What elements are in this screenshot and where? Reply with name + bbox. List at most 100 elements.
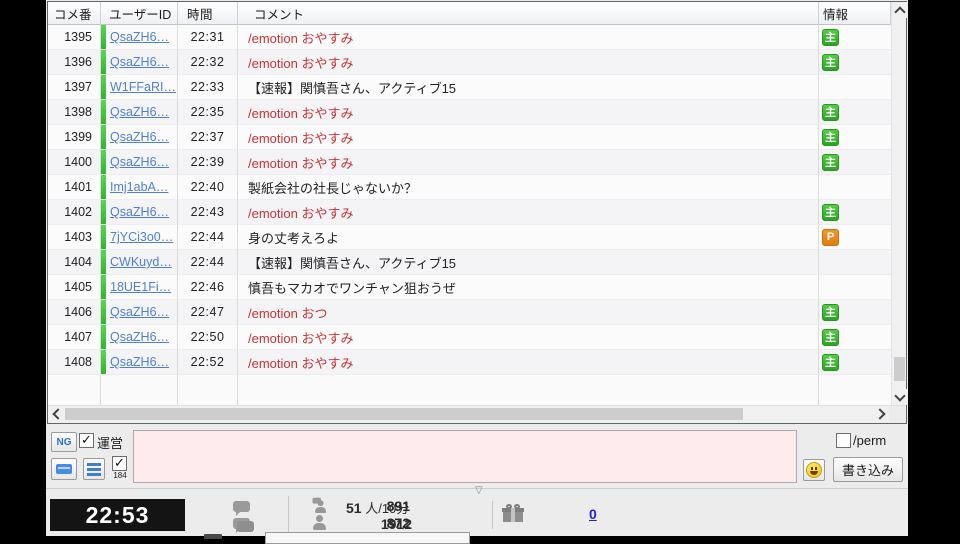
comment-input[interactable] bbox=[133, 430, 797, 483]
comment-row[interactable]: 1407 QsaZH6… 22:50/emotion おやすみ主 bbox=[48, 325, 891, 350]
comment-row[interactable]: 1402 QsaZH6… 22:43/emotion おやすみ主 bbox=[48, 200, 891, 225]
gift-count-link[interactable]: 0 bbox=[589, 506, 597, 522]
activity-bar bbox=[101, 300, 106, 324]
user-cell: QsaZH6… bbox=[101, 300, 178, 325]
user-id-link[interactable]: QsaZH6… bbox=[110, 30, 170, 44]
comment-row[interactable]: 1396 QsaZH6… 22:32/emotion おやすみ主 bbox=[48, 50, 891, 75]
col-header-comment[interactable]: コメント bbox=[238, 2, 819, 25]
user-cell: QsaZH6… bbox=[101, 125, 178, 150]
user-cell: W1FFaRI… bbox=[101, 75, 178, 100]
perm-checkbox[interactable] bbox=[836, 433, 851, 448]
user-id-link[interactable]: QsaZH6… bbox=[110, 355, 170, 369]
scroll-up-button[interactable] bbox=[892, 2, 907, 18]
comment-row[interactable]: 1400 QsaZH6… 22:39/emotion おやすみ主 bbox=[48, 150, 891, 175]
comment-row[interactable]: 1405 18UE1Fi… 22:46 慎吾もマカオでワンチャン狙おうぜ bbox=[48, 275, 891, 300]
comment-time: 22:33 bbox=[178, 75, 238, 100]
comment-text: 身の丈考えろよ bbox=[238, 225, 819, 250]
visitor-icon bbox=[312, 515, 328, 531]
comment-number: 1397 bbox=[48, 75, 101, 100]
table-body: 1395 QsaZH6… 22:31/emotion おやすみ主 1396 QsaZH6… bbox=[48, 25, 891, 375]
user-id-link[interactable]: QsaZH6… bbox=[110, 130, 170, 144]
write-button[interactable]: 書き込み bbox=[833, 457, 903, 482]
col-header-time[interactable]: 時間 bbox=[178, 2, 238, 25]
scroll-left-button[interactable] bbox=[48, 406, 64, 422]
comment-text: /emotion おやすみ bbox=[238, 50, 819, 75]
user-id-link[interactable]: QsaZH6… bbox=[110, 55, 170, 69]
comment-text: 【速報】関慎吾さん、アクティブ15 bbox=[238, 75, 819, 100]
comment-time: 22:32 bbox=[178, 50, 238, 75]
comment-text: /emotion おやすみ bbox=[238, 150, 819, 175]
user-id-link[interactable]: Imj1abA… bbox=[110, 180, 169, 194]
chevron-left-icon bbox=[51, 408, 64, 420]
hamburger-icon bbox=[87, 462, 101, 466]
gift-icon bbox=[502, 504, 524, 522]
collapse-toggle[interactable]: ▽ bbox=[475, 485, 483, 496]
col-header-comment-number[interactable]: コメ番 bbox=[48, 2, 101, 25]
comment-count2-value: 872 bbox=[386, 515, 410, 531]
user-id-link[interactable]: QsaZH6… bbox=[110, 205, 170, 219]
user-cell: 18UE1Fi… bbox=[101, 275, 178, 300]
smiley-icon bbox=[806, 462, 822, 478]
comment-table: コメ番 ユーザーID 時間 コメント 情報 1395 QsaZH6… 22:31/e… bbox=[48, 2, 891, 405]
command-button[interactable] bbox=[51, 458, 77, 480]
comment-time: 22:39 bbox=[178, 150, 238, 175]
user-id-link[interactable]: 18UE1Fi… bbox=[110, 280, 172, 294]
status-bar: ▽ 22:53 891 872 51 人/10分 1912 0 bbox=[46, 485, 908, 544]
comment-text: 慎吾もマカオでワンチャン狙おうぜ bbox=[238, 275, 819, 300]
user-cell: QsaZH6… bbox=[101, 200, 178, 225]
comment-time: 22:35 bbox=[178, 100, 238, 125]
comment-number: 1407 bbox=[48, 325, 101, 350]
status-divider-2 bbox=[492, 501, 493, 529]
vertical-scrollbar[interactable] bbox=[891, 2, 907, 405]
activity-bar bbox=[101, 75, 106, 99]
info-cell: 主 bbox=[819, 200, 891, 225]
emoji-button[interactable] bbox=[803, 459, 825, 481]
info-cell: 主 bbox=[819, 325, 891, 350]
vertical-scroll-thumb[interactable] bbox=[894, 357, 905, 381]
horizontal-scroll-thumb[interactable] bbox=[65, 408, 743, 420]
comment-text: /emotion おやすみ bbox=[238, 350, 819, 375]
col-header-user-id[interactable]: ユーザーID bbox=[101, 2, 178, 25]
comment-row[interactable]: 1399 QsaZH6… 22:37/emotion おやすみ主 bbox=[48, 125, 891, 150]
user-id-link[interactable]: 7jYCi3o0… bbox=[110, 230, 174, 244]
comment-row[interactable]: 1408 QsaZH6… 22:52/emotion おやすみ主 bbox=[48, 350, 891, 375]
user-cell: Imj1abA… bbox=[101, 175, 178, 200]
activity-bar bbox=[101, 100, 106, 124]
comment-row[interactable]: 1395 QsaZH6… 22:31/emotion おやすみ主 bbox=[48, 25, 891, 50]
scroll-down-button[interactable] bbox=[892, 389, 907, 405]
anon-184-checkbox[interactable]: ✓ bbox=[112, 456, 127, 471]
comment-row[interactable]: 1401 Imj1abA… 22:40 製紙会社の社長じゃないか？ bbox=[48, 175, 891, 200]
comment-row[interactable]: 1403 7jYCi3o0… 22:44 身の丈考えろよ P bbox=[48, 225, 891, 250]
comment-row[interactable]: 1406 QsaZH6… 22:47/emotion おつ主 bbox=[48, 300, 891, 325]
horizontal-scrollbar[interactable] bbox=[48, 406, 890, 423]
user-cell: QsaZH6… bbox=[101, 150, 178, 175]
activity-bar bbox=[101, 250, 106, 274]
user-id-link[interactable]: CWKuyd… bbox=[110, 255, 172, 269]
operator-checkbox[interactable]: ✓ bbox=[79, 433, 94, 448]
ng-button[interactable]: NG bbox=[51, 432, 77, 452]
comment-row[interactable]: 1398 QsaZH6… 22:35/emotion おやすみ主 bbox=[48, 100, 891, 125]
col-header-info[interactable]: 情報 bbox=[819, 2, 891, 25]
user-id-link[interactable]: QsaZH6… bbox=[110, 105, 170, 119]
user-id-link[interactable]: QsaZH6… bbox=[110, 305, 170, 319]
compose-area: NG ✓ 運営 ✓ 184 /perm 書き込み bbox=[46, 426, 908, 487]
activity-bar bbox=[101, 175, 106, 199]
user-id-link[interactable]: W1FFaRI… bbox=[110, 80, 176, 94]
comment-text: 製紙会社の社長じゃないか？ bbox=[238, 175, 819, 200]
comment-row[interactable]: 1404 CWKuyd… 22:44 【速報】関慎吾さん、アクティブ15 bbox=[48, 250, 891, 275]
user-cell: QsaZH6… bbox=[101, 50, 178, 75]
user-id-link[interactable]: QsaZH6… bbox=[110, 155, 170, 169]
comment-time: 22:50 bbox=[178, 325, 238, 350]
comment-time: 22:46 bbox=[178, 275, 238, 300]
comment-time: 22:44 bbox=[178, 250, 238, 275]
perm-label: /perm bbox=[853, 433, 887, 448]
user-cell: QsaZH6… bbox=[101, 25, 178, 50]
comment-number: 1405 bbox=[48, 275, 101, 300]
comment-count2-icon bbox=[233, 518, 254, 533]
chevron-right-icon bbox=[873, 408, 886, 420]
list-menu-button[interactable] bbox=[83, 458, 105, 480]
comment-row[interactable]: 1397 W1FFaRI… 22:33 【速報】関慎吾さん、アクティブ15 bbox=[48, 75, 891, 100]
user-id-link[interactable]: QsaZH6… bbox=[110, 330, 170, 344]
activity-bar bbox=[101, 225, 106, 249]
scroll-right-button[interactable] bbox=[873, 406, 889, 422]
